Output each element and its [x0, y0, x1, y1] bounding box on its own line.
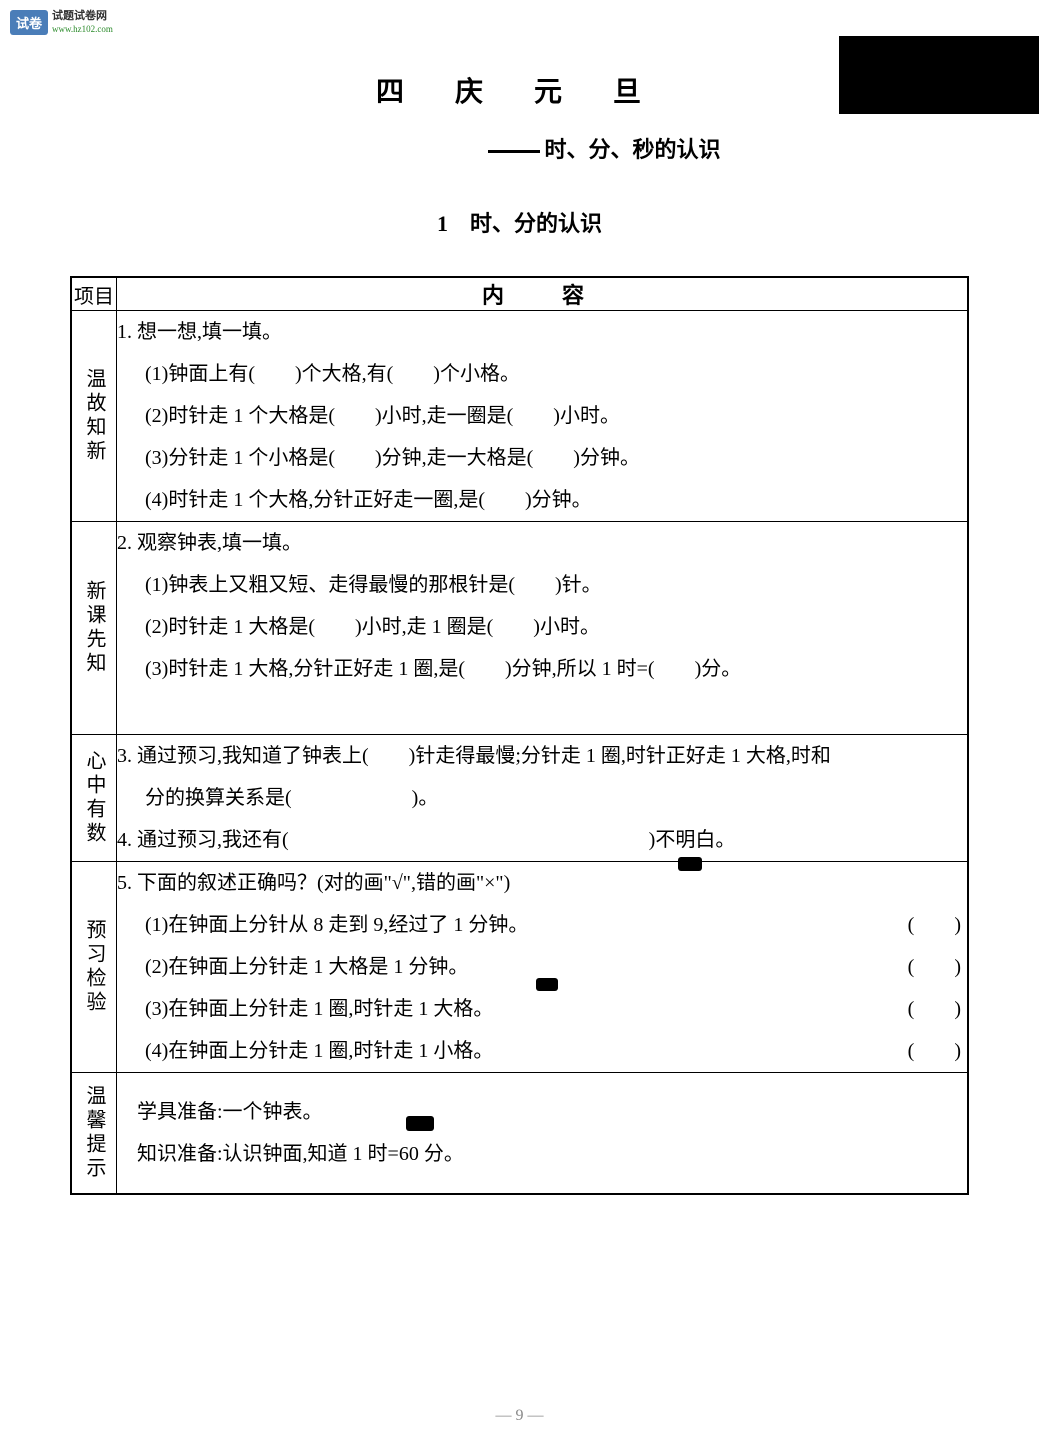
q5-3-row: (3)在钟面上分针走 1 圈,时针走 1 大格。 ( ): [117, 988, 967, 1030]
tip-1: 学具准备:一个钟表。: [137, 1091, 947, 1133]
cell-2: 2. 观察钟表,填一填。 (1)钟表上又粗又短、走得最慢的那根针是( )针。 (…: [117, 522, 969, 735]
q1-3: (3)分针走 1 个小格是( )分钟,走一大格是( )分钟。: [117, 437, 967, 479]
table-row: 预习检验 5. 下面的叙述正确吗？(对的画"√",错的画"×") (1)在钟面上…: [71, 862, 968, 1073]
section-title: 1 时、分的认识: [70, 206, 969, 238]
paren-3: ( ): [908, 988, 967, 1030]
q5-4: (4)在钟面上分针走 1 圈,时针走 1 小格。: [145, 1030, 493, 1072]
q2-2: (2)时针走 1 大格是( )小时,走 1 圈是( )小时。: [117, 606, 967, 648]
worksheet-table: 项目 内 容 温故知新 1. 想一想,填一填。 (1)钟面上有( )个大格,有(…: [70, 276, 969, 1195]
q3: 3. 通过预习,我知道了钟表上( )针走得最慢;分针走 1 圈,时针正好走 1 …: [117, 735, 967, 777]
row-label-1: 温故知新: [71, 311, 117, 522]
redaction-mark-3: [406, 1116, 434, 1131]
q2-1: (1)钟表上又粗又短、走得最慢的那根针是( )针。: [117, 564, 967, 606]
logo-url: www.hz102.com: [52, 24, 113, 34]
cell-4: 5. 下面的叙述正确吗？(对的画"√",错的画"×") (1)在钟面上分针从 8…: [117, 862, 969, 1073]
tip-2: 知识准备:认识钟面,知道 1 时=60 分。: [137, 1133, 947, 1175]
q5-1-row: (1)在钟面上分针从 8 走到 9,经过了 1 分钟。 ( ): [117, 904, 967, 946]
q5-1: (1)在钟面上分针从 8 走到 9,经过了 1 分钟。: [145, 904, 528, 946]
row-label-5: 温馨提示: [71, 1073, 117, 1195]
q5-2: (2)在钟面上分针走 1 大格是 1 分钟。: [145, 946, 468, 988]
logo-text: 试题试卷网 www.hz102.com: [52, 10, 113, 34]
main-title: 四 庆 元 旦: [70, 70, 969, 110]
table-row: 心中有数 3. 通过预习,我知道了钟表上( )针走得最慢;分针走 1 圈,时针正…: [71, 735, 968, 862]
cell-5: 学具准备:一个钟表。 知识准备:认识钟面,知道 1 时=60 分。: [117, 1073, 969, 1195]
cell-3: 3. 通过预习,我知道了钟表上( )针走得最慢;分针走 1 圈,时针正好走 1 …: [117, 735, 969, 862]
subtitle: 时、分、秒的认识: [70, 132, 969, 164]
logo-cn: 试题试卷网: [52, 10, 107, 22]
subtitle-dash: [488, 150, 540, 153]
q5-4-row: (4)在钟面上分针走 1 圈,时针走 1 小格。 ( ): [117, 1030, 967, 1072]
top-black-box: [839, 36, 1039, 114]
paren-4: ( ): [908, 1030, 967, 1072]
table-row: 温馨提示 学具准备:一个钟表。 知识准备:认识钟面,知道 1 时=60 分。: [71, 1073, 968, 1195]
table-row: 温故知新 1. 想一想,填一填。 (1)钟面上有( )个大格,有( )个小格。 …: [71, 311, 968, 522]
q1-4: (4)时针走 1 个大格,分针正好走一圈,是( )分钟。: [117, 479, 967, 521]
paren-2: ( ): [908, 946, 967, 988]
q1-1: (1)钟面上有( )个大格,有( )个小格。: [117, 353, 967, 395]
redaction-mark-2: [536, 978, 558, 991]
paren-1: ( ): [908, 904, 967, 946]
page-number: — 9 —: [0, 1407, 1039, 1425]
table-wrap: 项目 内 容 温故知新 1. 想一想,填一填。 (1)钟面上有( )个大格,有(…: [70, 276, 969, 1195]
cell-1: 1. 想一想,填一填。 (1)钟面上有( )个大格,有( )个小格。 (2)时针…: [117, 311, 969, 522]
q2: 2. 观察钟表,填一填。: [117, 522, 967, 564]
table-header-row: 项目 内 容: [71, 277, 968, 311]
logo-badge: 试卷: [10, 10, 48, 35]
q1-2: (2)时针走 1 个大格是( )小时,走一圈是( )小时。: [117, 395, 967, 437]
q4: 4. 通过预习,我还有( )不明白。: [117, 819, 967, 861]
page-content: 四 庆 元 旦 时、分、秒的认识 1 时、分的认识 项目 内 容 温故知新 1.…: [0, 0, 1039, 1195]
q5-3: (3)在钟面上分针走 1 圈,时针走 1 大格。: [145, 988, 493, 1030]
q1: 1. 想一想,填一填。: [117, 311, 967, 353]
header-left: 项目: [71, 277, 117, 311]
q2-3: (3)时针走 1 大格,分针正好走 1 圈,是( )分钟,所以 1 时=( )分…: [117, 648, 967, 690]
row-label-2: 新课先知: [71, 522, 117, 735]
row-label-4: 预习检验: [71, 862, 117, 1073]
q3b: 分的换算关系是( )。: [117, 777, 967, 819]
row-label-3: 心中有数: [71, 735, 117, 862]
site-logo: 试卷 试题试卷网 www.hz102.com: [10, 10, 113, 35]
q5: 5. 下面的叙述正确吗？(对的画"√",错的画"×"): [117, 862, 967, 904]
table-row: 新课先知 2. 观察钟表,填一填。 (1)钟表上又粗又短、走得最慢的那根针是( …: [71, 522, 968, 735]
redaction-mark-1: [678, 857, 702, 871]
header-right: 内 容: [117, 277, 969, 311]
subtitle-text: 时、分、秒的认识: [544, 137, 720, 162]
